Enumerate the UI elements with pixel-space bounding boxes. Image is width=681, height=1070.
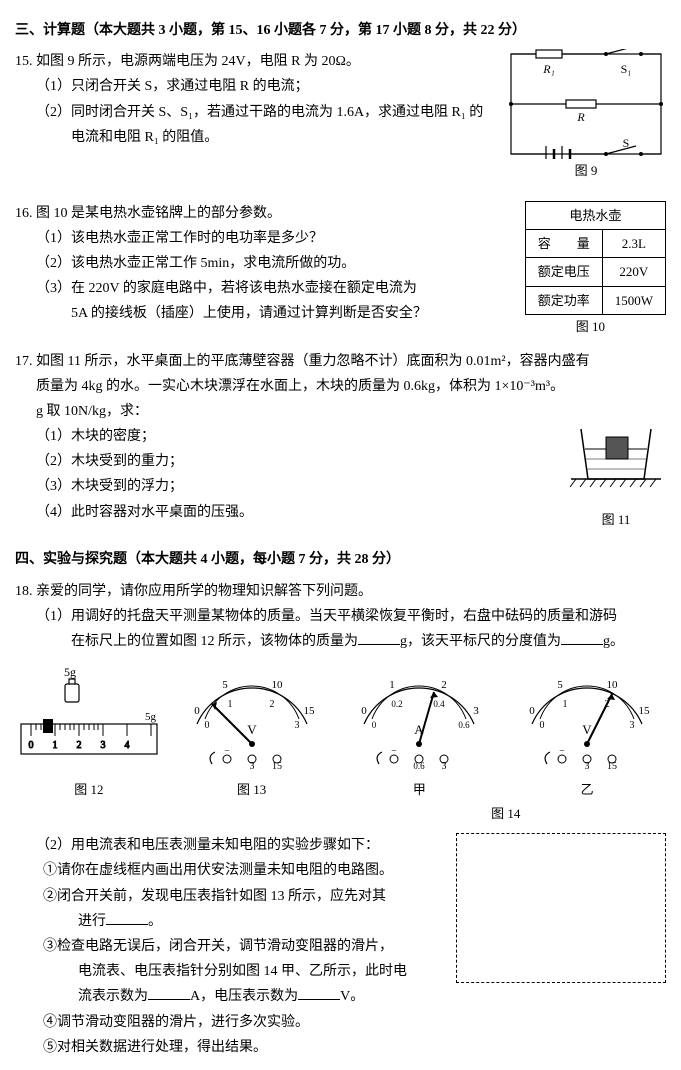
svg-text:0: 0 [362,705,368,717]
svg-text:3: 3 [630,720,635,731]
p18-sub1a: （1）用调好的托盘天平测量某物体的质量。当天平横梁恢复平衡时，右盘中砝码的质量和… [22,604,666,629]
figure-14-label: 图 14 [356,802,656,825]
circuit-diagram: R₁ S₁ R S [506,49,666,159]
voltmeter-13-svg: 0 5 10 15 0 1 2 3 V − 3 15 [177,664,327,769]
figure-11: 图 11 [566,419,666,532]
svg-text:3: 3 [294,720,299,731]
svg-text:15: 15 [303,705,315,717]
svg-text:1: 1 [563,699,568,710]
svg-text:4: 4 [124,740,129,751]
svg-text:1: 1 [227,699,232,710]
svg-text:R: R [576,110,585,124]
section-3-title: 三、计算题（本大题共 3 小题，第 15、16 小题各 7 分，第 17 小题 … [15,18,666,43]
p18-step4: ④调节滑动变阻器的滑片，进行多次实验。 [15,1010,666,1035]
svg-text:15: 15 [639,705,651,717]
problem-16: 电热水壶 容 量2.3L 额定电压220V 额定功率1500W 图 10 16.… [15,201,666,339]
svg-text:0.6: 0.6 [459,720,471,730]
problem-18: 18. 亲爱的同学，请你应用所学的物理知识解答下列问题。 （1）用调好的托盘天平… [15,579,666,1060]
svg-text:5g: 5g [64,665,76,679]
problem-15: R₁ S₁ R S 图 9 15. 如图 9 所示，电源两端电压为 24V，电阻… [15,49,666,182]
p18-step5: ⑤对相关数据进行处理，得出结果。 [15,1035,666,1060]
section-4-title: 四、实验与探究题（本大题共 4 小题，每小题 7 分，共 28 分） [15,547,666,572]
figure-9-label: 图 9 [506,159,666,182]
svg-text:−: − [392,746,398,757]
figure-10: 电热水壶 容 量2.3L 额定电压220V 额定功率1500W 图 10 [515,201,666,339]
yi-label: 乙 [512,778,662,801]
svg-text:5g: 5g [145,711,157,723]
svg-text:2: 2 [442,679,448,691]
svg-text:0: 0 [540,720,545,731]
svg-text:S: S [623,136,630,150]
svg-text:15: 15 [272,761,282,769]
svg-text:2: 2 [269,699,274,710]
svg-text:R₁: R₁ [542,62,555,76]
blank-adjust [106,911,148,925]
svg-text:0.6: 0.6 [414,761,426,769]
figure-11-label: 图 11 [566,508,666,531]
figure-14-jia: 0 1 2 3 0 0.2 0.4 0.6 A − 0.6 3 甲 [344,664,494,802]
svg-text:0: 0 [372,720,377,730]
svg-text:5: 5 [222,679,228,691]
svg-text:1: 1 [390,679,396,691]
balance-svg: 5g 0 1 2 3 4 5g [19,664,159,769]
figure-12: 5g 0 1 2 3 4 5g [19,664,159,802]
svg-text:0: 0 [204,720,209,731]
svg-text:15: 15 [607,761,617,769]
p17-stem2: 质量为 4kg 的水。一实心木块漂浮在水面上，木块的质量为 0.6kg，体积为 … [15,374,666,399]
container-svg [566,419,666,499]
svg-text:−: − [224,746,230,757]
blank-mass [358,631,400,645]
svg-text:−: − [559,746,565,757]
figure-9: R₁ S₁ R S 图 9 [506,49,666,182]
blank-volt [298,986,340,1000]
p18-stem: 18. 亲爱的同学，请你应用所学的物理知识解答下列问题。 [15,579,666,604]
svg-text:1: 1 [52,740,57,751]
figure-12-label: 图 12 [19,778,159,801]
svg-text:5: 5 [557,679,563,691]
svg-text:3: 3 [474,705,480,717]
svg-text:0.2: 0.2 [392,699,403,709]
p18-sub1b: 在标尺上的位置如图 12 所示，该物体的质量为g，该天平标尺的分度值为g。 [15,629,666,654]
figure-13: 0 5 10 15 0 1 2 3 V − 3 15 图 13 [177,664,327,802]
circuit-draw-box [456,833,666,983]
figure-14-yi: 0 5 10 15 0 1 2 3 V − 3 15 乙 [512,664,662,802]
svg-text:A: A [415,722,425,737]
svg-text:2: 2 [76,740,81,751]
svg-text:0: 0 [529,705,535,717]
svg-text:10: 10 [271,679,283,691]
svg-text:0.4: 0.4 [434,699,446,709]
kettle-title: 电热水壶 [525,201,665,229]
svg-text:3: 3 [100,740,105,751]
svg-text:0: 0 [194,705,200,717]
svg-text:3: 3 [249,761,254,769]
svg-text:3: 3 [585,761,590,769]
figure-10-label: 图 10 [515,315,666,338]
problem-17: 17. 如图 11 所示，水平桌面上的平底薄壁容器（重力忽略不计）底面积为 0.… [15,349,666,532]
svg-text:0: 0 [28,740,33,751]
voltmeter-14-svg: 0 5 10 15 0 1 2 3 V − 3 15 [512,664,662,769]
instruments-row: 5g 0 1 2 3 4 5g [15,664,666,802]
figure-13-label: 图 13 [177,778,327,801]
p18-step3c: 流表示数为A，电压表示数为V。 [15,984,666,1009]
svg-text:V: V [582,722,592,737]
svg-text:S₁: S₁ [621,62,632,76]
svg-text:3: 3 [442,761,447,769]
ammeter-svg: 0 1 2 3 0 0.2 0.4 0.6 A − 0.6 3 [344,664,494,769]
jia-label: 甲 [344,778,494,801]
kettle-table: 电热水壶 容 量2.3L 额定电压220V 额定功率1500W [525,201,666,316]
blank-division [561,631,603,645]
svg-text:V: V [247,722,257,737]
p17-stem1: 17. 如图 11 所示，水平桌面上的平底薄壁容器（重力忽略不计）底面积为 0.… [15,349,666,374]
svg-text:10: 10 [607,679,619,691]
blank-amp [148,986,190,1000]
